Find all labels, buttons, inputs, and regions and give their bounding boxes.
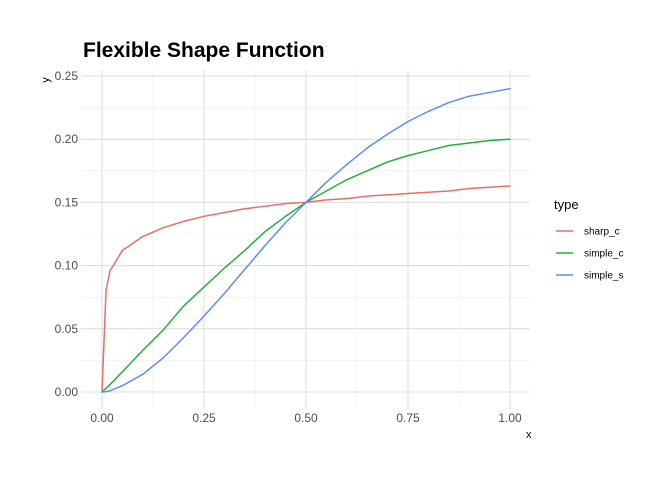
y-tick-label: 0.00	[55, 385, 79, 399]
y-axis-ticks: 0.00 0.05 0.10 0.15 0.20 0.25	[55, 69, 79, 399]
grid-major	[81, 70, 530, 409]
y-tick-label: 0.20	[55, 132, 79, 146]
series-line-simple-s	[101, 87, 511, 393]
y-tick-label: 0.05	[55, 322, 79, 336]
y-axis-label: y	[40, 77, 52, 83]
legend-label-sharp-c: sharp_c	[584, 227, 620, 238]
legend-label-simple-c: simple_c	[584, 249, 623, 260]
series-lines	[101, 87, 511, 393]
y-tick-label: 0.25	[55, 69, 79, 83]
x-axis-label: x	[526, 429, 532, 441]
chart-title: Flexible Shape Function	[83, 39, 325, 62]
legend: type sharp_c simple_c simple_s	[554, 197, 623, 282]
x-tick-label: 1.00	[498, 411, 522, 425]
legend-label-simple-s: simple_s	[584, 271, 623, 282]
series-line-sharp-c	[101, 185, 511, 393]
y-tick-label: 0.15	[55, 195, 79, 209]
series-line-simple-c	[101, 138, 511, 393]
legend-title: type	[554, 197, 579, 212]
x-tick-label: 0.00	[90, 411, 114, 425]
x-tick-label: 0.25	[192, 411, 216, 425]
x-tick-label: 0.75	[396, 411, 420, 425]
x-tick-label: 0.50	[294, 411, 318, 425]
y-tick-label: 0.10	[55, 259, 79, 273]
x-axis-ticks: 0.00 0.25 0.50 0.75 1.00	[90, 411, 522, 425]
